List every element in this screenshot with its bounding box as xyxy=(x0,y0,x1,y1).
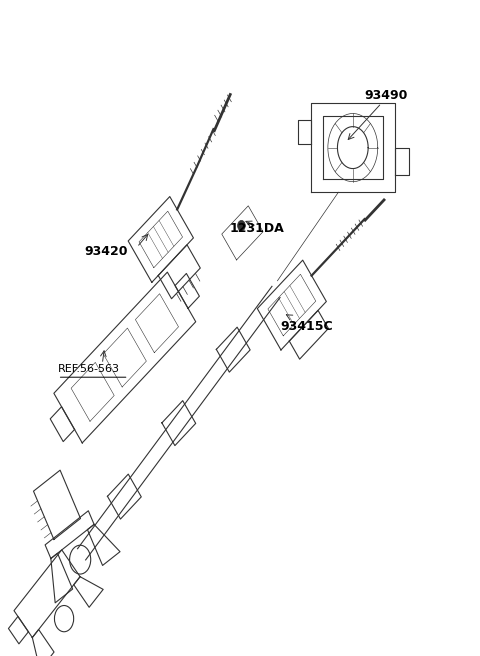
Text: 93420: 93420 xyxy=(84,245,128,258)
Text: 93490: 93490 xyxy=(365,89,408,102)
Text: REF.56-563: REF.56-563 xyxy=(58,364,120,375)
Circle shape xyxy=(238,220,245,231)
Text: 93415C: 93415C xyxy=(281,319,334,333)
Text: 1231DA: 1231DA xyxy=(229,222,284,235)
